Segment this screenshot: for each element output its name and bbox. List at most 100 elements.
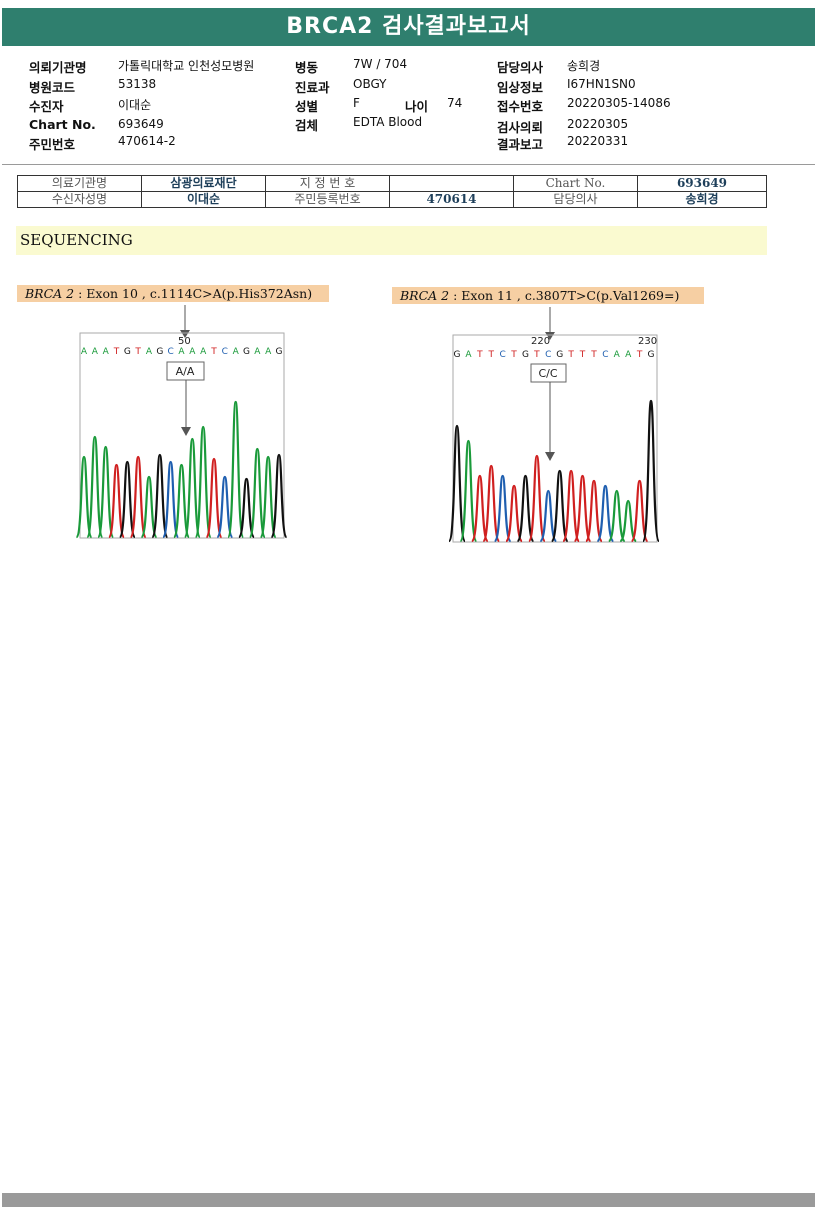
base-call: A — [200, 347, 207, 357]
report-title: BRCA2 검사결과보고서 — [2, 8, 815, 46]
position-label: 220 — [531, 336, 550, 347]
genotype-label: C/C — [538, 367, 557, 380]
base-call: A — [92, 347, 99, 357]
trace-peak — [107, 463, 126, 539]
variant-detail: : Exon 11 , c.3807T>C(p.Val1269=) — [449, 288, 680, 303]
label-hospital-code: 병원코드 — [29, 80, 76, 95]
base-call: T — [636, 350, 643, 360]
trace-peak — [270, 453, 288, 539]
genotype-label: A/A — [176, 365, 195, 378]
trace-peak — [573, 474, 592, 543]
base-call: G — [648, 350, 655, 360]
trace-peak — [183, 437, 202, 539]
trace-peak — [205, 457, 223, 539]
base-call: G — [243, 347, 250, 357]
value-chart-no: 693649 — [118, 117, 164, 131]
base-call: T — [476, 350, 483, 360]
trace-peak — [237, 477, 256, 539]
variant-label-2: BRCA 2 : Exon 11 , c.3807T>C(p.Val1269=) — [392, 287, 704, 304]
label-institution: 의뢰기관명 — [29, 60, 87, 75]
base-call: T — [487, 350, 494, 360]
base-call: A — [265, 347, 272, 357]
trace-peak — [562, 469, 581, 543]
base-call: G — [522, 350, 529, 360]
table-cell: 의료기관명 — [17, 175, 142, 192]
trace-peak — [259, 455, 277, 539]
label-physician: 담당의사 — [497, 60, 544, 75]
label-patient: 수진자 — [29, 99, 64, 114]
trace-peak — [550, 469, 569, 543]
table-cell — [389, 175, 514, 192]
base-call: T — [134, 347, 141, 357]
trace-peak — [539, 489, 558, 543]
trace-peak — [194, 425, 212, 539]
base-call: G — [156, 347, 163, 357]
trace-peak — [619, 499, 638, 543]
base-call: T — [579, 350, 586, 360]
base-call: G — [124, 347, 131, 357]
trace-peak — [129, 455, 147, 539]
trace-peak — [607, 489, 626, 543]
table-cell: 송희경 — [637, 191, 767, 208]
variant-label-1: BRCA 2 : Exon 10 , c.1114C>A(p.His372Asn… — [17, 285, 329, 302]
trace-peaks — [75, 400, 288, 539]
base-call: C — [222, 347, 228, 357]
trace-peak — [162, 460, 180, 539]
value-sex: F — [353, 96, 360, 110]
base-call: C — [168, 347, 174, 357]
base-call: C — [499, 350, 505, 360]
base-call: T — [567, 350, 574, 360]
base-call: A — [189, 347, 196, 357]
trace-peak — [641, 399, 661, 543]
base-call: G — [276, 347, 283, 357]
trace-peak — [493, 474, 512, 543]
info-table: 의료기관명 삼광의료재단 지 정 번 호 Chart No. 693649 수신… — [17, 175, 767, 208]
value-physician: 송희경 — [567, 59, 601, 73]
trace-peak — [118, 460, 136, 539]
header-divider — [2, 164, 815, 165]
base-call: T — [113, 347, 120, 357]
trace-peak — [630, 479, 649, 543]
variant-detail: : Exon 10 , c.1114C>A(p.His372Asn) — [74, 286, 313, 301]
base-call: A — [614, 350, 621, 360]
value-receipt-no: 20220305-14086 — [567, 96, 671, 110]
gene-name: BRCA 2 — [25, 286, 75, 301]
table-cell: 주민등록번호 — [265, 191, 390, 208]
base-call: A — [81, 347, 88, 357]
trace-peak — [447, 424, 467, 543]
value-hospital-code: 53138 — [118, 77, 157, 91]
table-cell: 지 정 번 호 — [265, 175, 390, 192]
label-age: 나이 — [405, 99, 429, 114]
trace-peak — [140, 475, 158, 539]
table-cell: 삼광의료재단 — [141, 175, 266, 192]
label-request-date: 검사의뢰 — [497, 120, 544, 135]
base-call: A — [625, 350, 632, 360]
table-row: 수신자성명 이대순 주민등록번호 470614 담당의사 송희경 — [17, 191, 767, 208]
value-request-date: 20220305 — [567, 117, 629, 131]
label-sex: 성별 — [295, 99, 319, 114]
position-label: 230 — [638, 336, 657, 347]
label-department: 진료과 — [295, 80, 330, 95]
label-ward: 병동 — [295, 60, 319, 75]
trace-peaks — [447, 399, 661, 543]
value-report-date: 20220331 — [567, 134, 629, 148]
value-specimen: EDTA Blood — [353, 115, 423, 129]
value-ward: 7W / 704 — [353, 57, 408, 71]
label-report-date: 결과보고 — [497, 137, 544, 152]
label-receipt-no: 접수번호 — [497, 99, 544, 114]
value-institution: 가톨릭대학교 인천성모병원 — [118, 59, 255, 73]
position-label: 50 — [178, 336, 191, 347]
footer-bar — [2, 1193, 815, 1207]
label-resident-no: 주민번호 — [29, 137, 76, 152]
trace-peak — [459, 439, 478, 543]
trace-peak — [482, 464, 501, 543]
table-cell: Chart No. — [513, 175, 638, 192]
gene-name: BRCA 2 — [400, 288, 450, 303]
trace-peak — [470, 474, 489, 543]
base-call: T — [590, 350, 597, 360]
value-department: OBGY — [353, 77, 387, 91]
trace-peak — [596, 484, 615, 543]
base-call: T — [510, 350, 517, 360]
trace-peak — [504, 484, 524, 543]
